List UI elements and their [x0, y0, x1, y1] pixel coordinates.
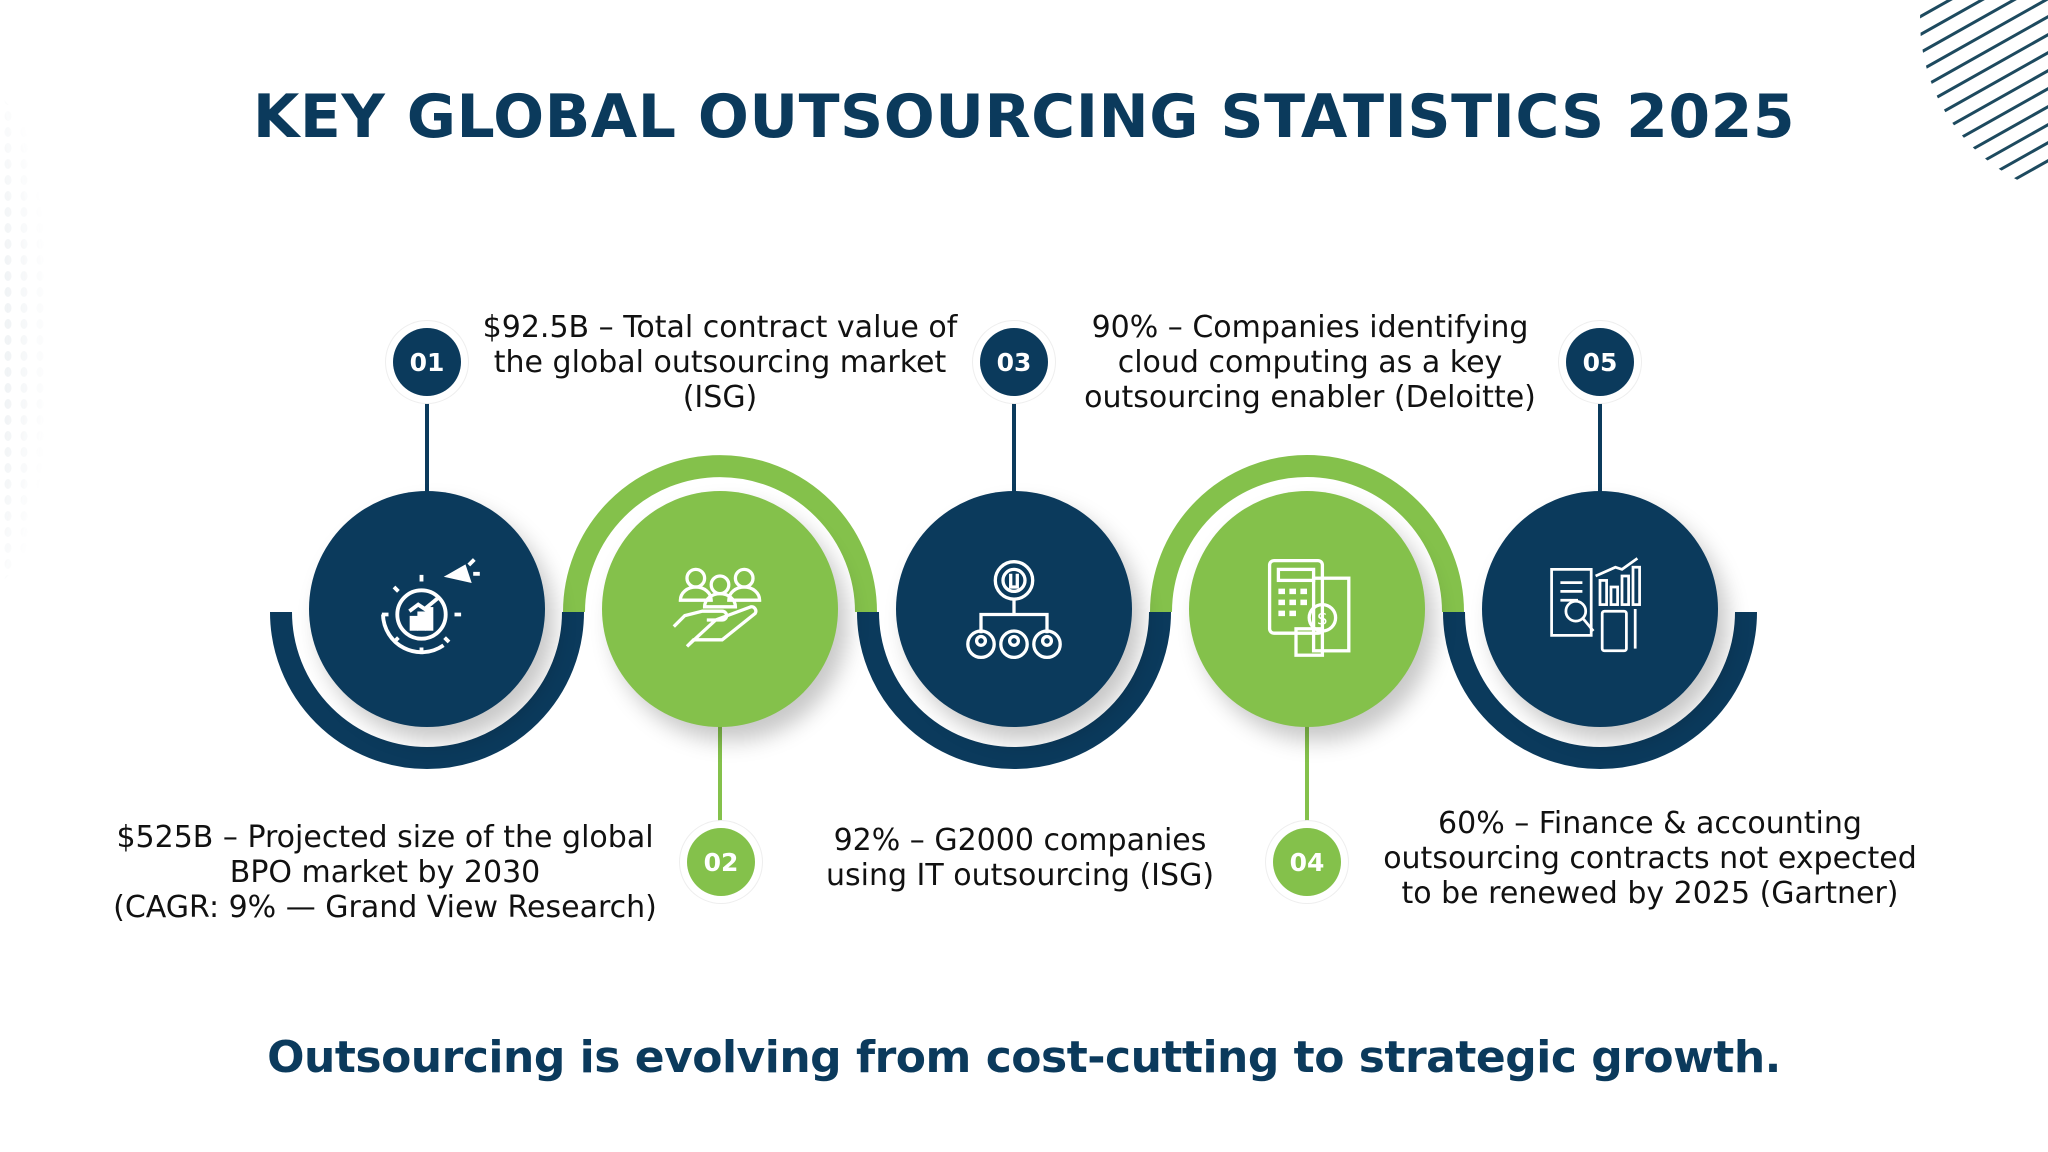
step-2-stat-text: $525B – Projected size of the global BPO…	[113, 820, 657, 925]
svg-text:$: $	[1317, 609, 1328, 629]
step-4-circle: $	[1189, 491, 1425, 727]
step-3-stat-text: 90% – Companies identifying cloud comput…	[1084, 310, 1536, 415]
report-analysis-chart-calculator-icon	[1550, 557, 1641, 653]
step-4-number-badge: 04	[1273, 828, 1341, 896]
page-title: KEY GLOBAL OUTSOURCING STATISTICS 2025	[252, 82, 1796, 152]
hand-holding-people-icon	[672, 567, 762, 648]
step-3-number-badge: 03	[980, 328, 1048, 396]
diagonal-lines-decoration	[1920, 0, 2048, 200]
step-1-stat-text: $92.5B – Total contract value of the glo…	[482, 310, 958, 415]
step-5-circle	[1482, 491, 1718, 727]
calculator-invoice-dollar-icon: $	[1267, 558, 1351, 657]
tagline: Outsourcing is evolving from cost-cuttin…	[267, 1032, 1781, 1083]
step-3-circle	[896, 491, 1132, 727]
step-1-circle	[309, 491, 545, 727]
step-2-circle	[602, 491, 838, 727]
step-4-stat-text: 92% – G2000 companies using IT outsourci…	[825, 823, 1215, 893]
step-2-number-badge: 02	[687, 828, 755, 896]
step-5-number-badge: 05	[1566, 328, 1634, 396]
step-1-number-badge: 01	[393, 328, 461, 396]
gear-growth-chart-megaphone-icon	[381, 558, 480, 655]
step-5-stat-text: 60% – Finance & accounting outsourcing c…	[1383, 806, 1917, 911]
gear-wrench-team-network-icon	[966, 560, 1062, 660]
dotted-globe-decoration	[0, 96, 80, 584]
